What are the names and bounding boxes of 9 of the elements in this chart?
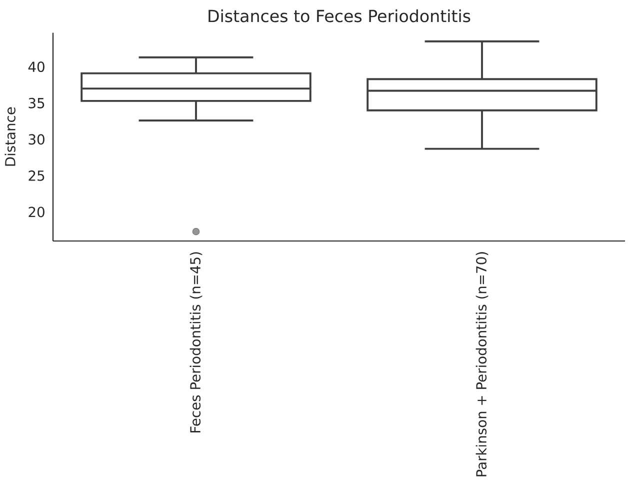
y-tick-label: 30 — [28, 134, 44, 145]
y-tick-label: 20 — [28, 206, 44, 218]
y-tick-label: 25 — [28, 170, 44, 181]
x-tick-label: Parkinson + Periodontitis (n=70) — [476, 252, 488, 476]
y-axis-title: Distance — [4, 107, 16, 166]
y-tick-label: 35 — [28, 98, 44, 108]
chart-title: Distances to Feces Periodontitis — [208, 9, 470, 22]
y-tick-label: 40 — [28, 62, 44, 72]
x-tick-label: Feces Periodontitis (n=45) — [190, 252, 202, 432]
